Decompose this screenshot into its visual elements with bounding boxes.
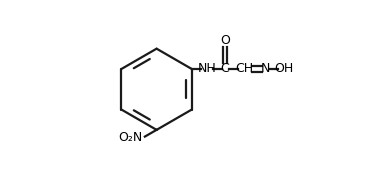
Text: O: O: [220, 34, 230, 47]
Text: N: N: [261, 62, 270, 75]
Text: C: C: [221, 62, 229, 75]
Text: O₂N: O₂N: [118, 131, 142, 144]
Text: NH: NH: [197, 62, 216, 75]
Text: CH: CH: [235, 62, 253, 75]
Text: OH: OH: [274, 62, 294, 75]
